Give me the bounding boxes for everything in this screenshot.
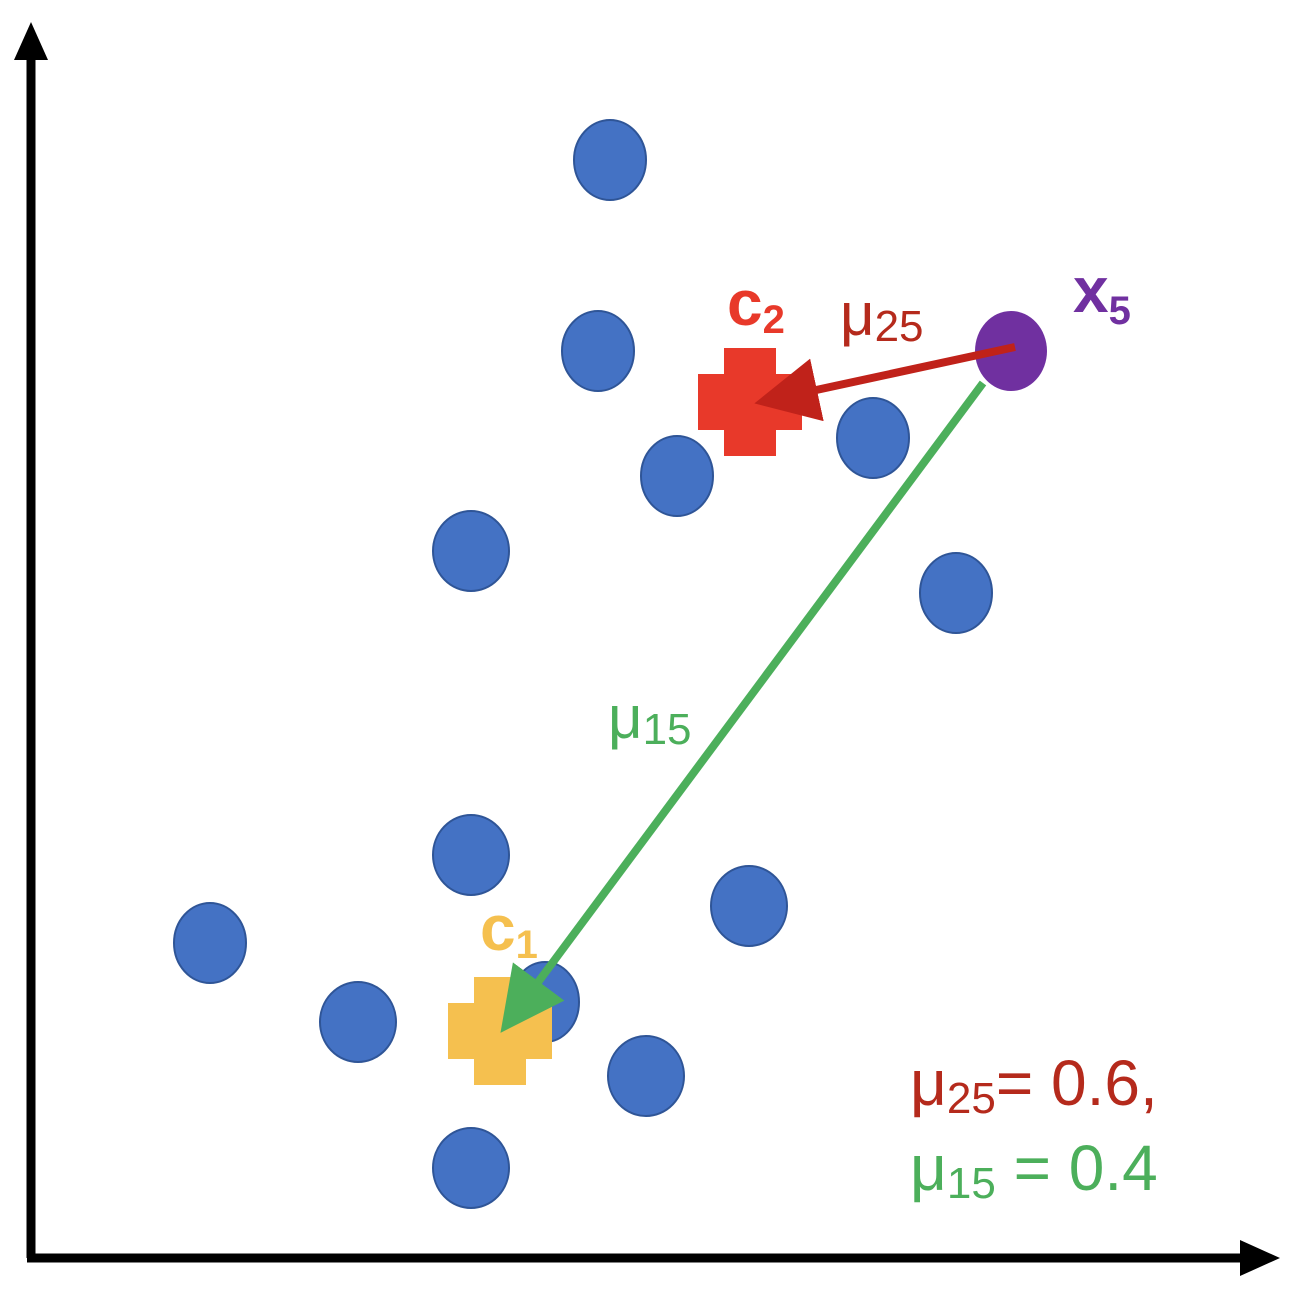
label-x5: x5 — [1073, 254, 1131, 333]
centroid-c2-marker — [698, 348, 802, 456]
label-mu15: μ15 — [608, 684, 692, 754]
data-point — [573, 119, 647, 201]
data-point — [640, 435, 714, 517]
equation-mu15: μ15 = 0.4 — [910, 1132, 1158, 1208]
label-c1: c1 — [480, 892, 538, 967]
data-point — [836, 397, 910, 479]
data-point — [173, 902, 247, 984]
data-points — [173, 119, 993, 1209]
label-c2: c2 — [727, 267, 785, 342]
data-point — [432, 510, 510, 592]
data-point — [561, 310, 635, 392]
data-point — [710, 865, 788, 947]
equation-mu25: μ25= 0.6, — [910, 1047, 1158, 1123]
data-point — [319, 981, 397, 1063]
x-axis-arrowhead — [1240, 1240, 1280, 1276]
axes — [14, 22, 1280, 1276]
data-point — [432, 814, 510, 896]
y-axis-arrowhead — [14, 22, 48, 60]
data-point — [432, 1127, 510, 1209]
data-point — [607, 1035, 685, 1117]
arrow-mu15 — [500, 380, 987, 1033]
arrow-mu25 — [754, 343, 1016, 422]
label-mu25: μ25 — [840, 281, 924, 351]
data-point — [919, 552, 993, 634]
